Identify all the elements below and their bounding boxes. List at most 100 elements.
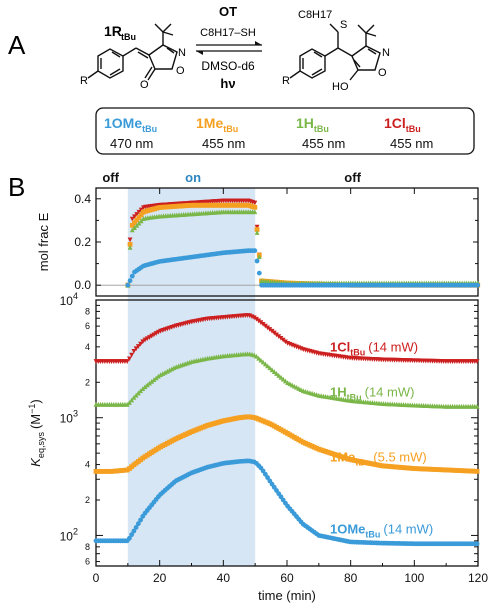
reactant-label-sub: tBu bbox=[121, 32, 136, 42]
compound-wavelength: 455 nm bbox=[202, 136, 245, 151]
data-point bbox=[258, 320, 264, 326]
data-point bbox=[138, 212, 144, 218]
data-point bbox=[283, 378, 288, 384]
y-tick-exponent: 2 bbox=[73, 526, 78, 536]
compound-wavelength: 470 nm bbox=[110, 136, 153, 151]
data-point bbox=[274, 371, 279, 376]
data-point bbox=[138, 517, 143, 523]
data-point bbox=[129, 352, 135, 358]
y-tick-label: 104 bbox=[60, 291, 78, 308]
y-tick-label: 0.2 bbox=[74, 235, 91, 249]
data-point bbox=[256, 270, 262, 276]
compound-entry-1cl: 1CltBu 455 nm bbox=[384, 115, 433, 151]
y-axis-label-bottom: Keq,sys (M−1) bbox=[27, 399, 46, 466]
series-1ome-molfrac bbox=[125, 248, 481, 288]
data-point bbox=[274, 332, 279, 338]
state-label-off-2: off bbox=[344, 170, 361, 185]
data-point bbox=[276, 334, 282, 340]
series-label-name: 1Me bbox=[330, 449, 355, 464]
data-point bbox=[136, 209, 142, 215]
data-point bbox=[283, 339, 288, 345]
data-point bbox=[140, 339, 146, 345]
data-point bbox=[127, 237, 133, 243]
data-point bbox=[133, 346, 139, 352]
x-tick-label: 120 bbox=[468, 571, 488, 585]
compound-name-sub: tBu bbox=[142, 124, 157, 134]
condition-top: OT bbox=[219, 4, 237, 19]
series-1cl-keq bbox=[93, 313, 480, 364]
y-minor-tick-label: 2 bbox=[85, 495, 90, 505]
data-point bbox=[254, 230, 260, 235]
product-chain: C8H17 bbox=[298, 9, 332, 21]
x-tick-label: 60 bbox=[280, 571, 294, 585]
data-point bbox=[144, 382, 150, 388]
y-axis-label-top: mol frac E bbox=[36, 212, 51, 271]
compound-name-sub: tBu bbox=[406, 124, 421, 134]
data-point bbox=[138, 341, 143, 347]
series-label-name: 1Cl bbox=[330, 340, 350, 355]
y-tick-label: 103 bbox=[60, 409, 78, 426]
data-point bbox=[267, 365, 273, 371]
series-label-annotation: (14 mW) bbox=[368, 340, 418, 355]
data-point bbox=[155, 373, 161, 379]
data-point bbox=[280, 376, 286, 382]
data-point bbox=[258, 357, 264, 363]
y-label-unit-exp: −1 bbox=[27, 404, 37, 414]
reagent-label: C8H17–SH bbox=[200, 27, 256, 39]
data-point bbox=[254, 316, 259, 322]
y-minor-tick-label: 8 bbox=[85, 542, 90, 552]
y-tick-label: 0.0 bbox=[74, 278, 91, 292]
product-hydroxyl: HO bbox=[332, 81, 349, 93]
compound-name: 1HtBu bbox=[296, 115, 329, 134]
compound-entry-1h: 1HtBu 455 nm bbox=[296, 115, 345, 151]
y-minor-tick-label: 4 bbox=[85, 342, 90, 352]
data-point bbox=[132, 220, 137, 226]
data-point bbox=[269, 367, 275, 373]
y-tick-label: 0.4 bbox=[74, 192, 91, 206]
compound-name: 1MetBu bbox=[196, 115, 238, 134]
data-point bbox=[135, 344, 141, 349]
data-point bbox=[127, 245, 133, 250]
data-point bbox=[254, 353, 259, 359]
compound-entry-1me: 1MetBu 455 nm bbox=[196, 115, 245, 151]
data-point bbox=[254, 227, 260, 232]
series-label-name: 1H bbox=[330, 384, 347, 399]
data-point bbox=[278, 335, 284, 341]
reactant-ring-o: O bbox=[176, 65, 185, 77]
data-point bbox=[256, 254, 262, 260]
y-minor-tick-label: 8 bbox=[85, 306, 90, 316]
data-point bbox=[124, 401, 130, 407]
data-point bbox=[269, 328, 275, 334]
data-point bbox=[129, 222, 135, 228]
data-point bbox=[262, 361, 268, 367]
data-point bbox=[252, 204, 258, 210]
series-1h-keq bbox=[93, 351, 480, 409]
x-tick-label: 0 bbox=[93, 571, 100, 585]
data-point bbox=[147, 380, 152, 386]
data-point bbox=[127, 278, 133, 284]
y-label-main: K bbox=[28, 457, 43, 467]
data-point bbox=[252, 200, 258, 206]
data-point bbox=[265, 325, 270, 331]
data-point bbox=[278, 374, 284, 380]
data-point bbox=[474, 403, 480, 409]
data-point bbox=[262, 323, 268, 329]
data-point bbox=[134, 212, 140, 217]
data-point bbox=[149, 379, 155, 384]
data-point bbox=[276, 372, 282, 378]
reactant-ring-n: N bbox=[178, 47, 186, 59]
series-label-annotation: (5.5 mW) bbox=[373, 449, 426, 464]
compound-name-sub: tBu bbox=[223, 124, 238, 134]
equilibrium-arrows bbox=[196, 41, 262, 55]
series-label-sub: tBu bbox=[355, 457, 370, 467]
product-r-group: R bbox=[282, 75, 290, 87]
y-minor-tick-label: 4 bbox=[85, 460, 90, 470]
y-tick-exponent: 4 bbox=[73, 291, 78, 301]
series-1ome-keq bbox=[93, 458, 480, 547]
data-point bbox=[256, 318, 262, 324]
data-point bbox=[136, 215, 142, 220]
product-structure bbox=[289, 23, 381, 81]
data-point bbox=[271, 330, 277, 336]
